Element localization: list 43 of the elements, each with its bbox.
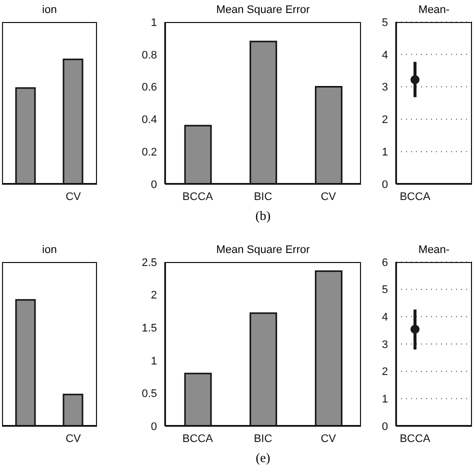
x-tick-label: BCCA — [400, 190, 431, 203]
y-tick-label: 0 — [150, 178, 157, 191]
x-tick-label: CV — [320, 190, 337, 203]
text: (e) — [254, 450, 272, 466]
x-tick-label: BIC — [254, 432, 272, 445]
y-tick-label: 2 — [382, 114, 388, 126]
y-tick-label: 4 — [382, 312, 388, 324]
y-tick-label: 1 — [150, 16, 157, 29]
y-tick-label: 2.5 — [142, 256, 157, 269]
chart-title: Mean Square Error — [215, 244, 311, 256]
y-tick-label: 3 — [382, 338, 388, 351]
y-tick-label: 6 — [382, 256, 388, 269]
chart-title: Mean- — [417, 4, 451, 16]
y-tick-label: 4 — [382, 49, 388, 62]
y-tick-label: 0 — [382, 178, 388, 191]
y-tick-label: 0 — [382, 420, 388, 433]
x-tick-label: BIC — [254, 190, 272, 203]
y-tick-label: 2 — [150, 290, 157, 302]
y-tick-label: 2 — [382, 366, 388, 378]
x-tick-label: CV — [66, 432, 82, 445]
y-tick-label: 0.5 — [142, 388, 157, 400]
y-tick-label: 3 — [382, 82, 388, 94]
y-tick-label: 0.6 — [142, 82, 157, 94]
y-tick-label: 0.4 — [142, 114, 157, 126]
x-tick-label: BCCA — [182, 190, 214, 203]
x-tick-label: BCCA — [182, 432, 214, 445]
text: (b) — [254, 208, 272, 224]
chart-title: ion — [41, 4, 58, 16]
y-tick-label: 1 — [382, 146, 388, 159]
y-tick-label: 1 — [382, 394, 388, 406]
chart-title: Mean- — [417, 244, 451, 256]
x-tick-label: CV — [320, 432, 337, 445]
y-tick-label: 0 — [150, 420, 157, 433]
y-tick-label: 1 — [150, 355, 157, 368]
y-tick-label: 0.2 — [142, 146, 157, 159]
y-tick-label: 5 — [382, 16, 388, 29]
y-tick-label: 0.8 — [142, 49, 157, 62]
chart-title: Mean Square Error — [215, 4, 311, 16]
y-tick-label: 1.5 — [142, 322, 157, 335]
chart-title: ion — [41, 244, 58, 256]
x-tick-label: BCCA — [400, 432, 431, 445]
y-tick-label: 5 — [382, 284, 388, 296]
x-tick-label: CV — [66, 190, 82, 203]
